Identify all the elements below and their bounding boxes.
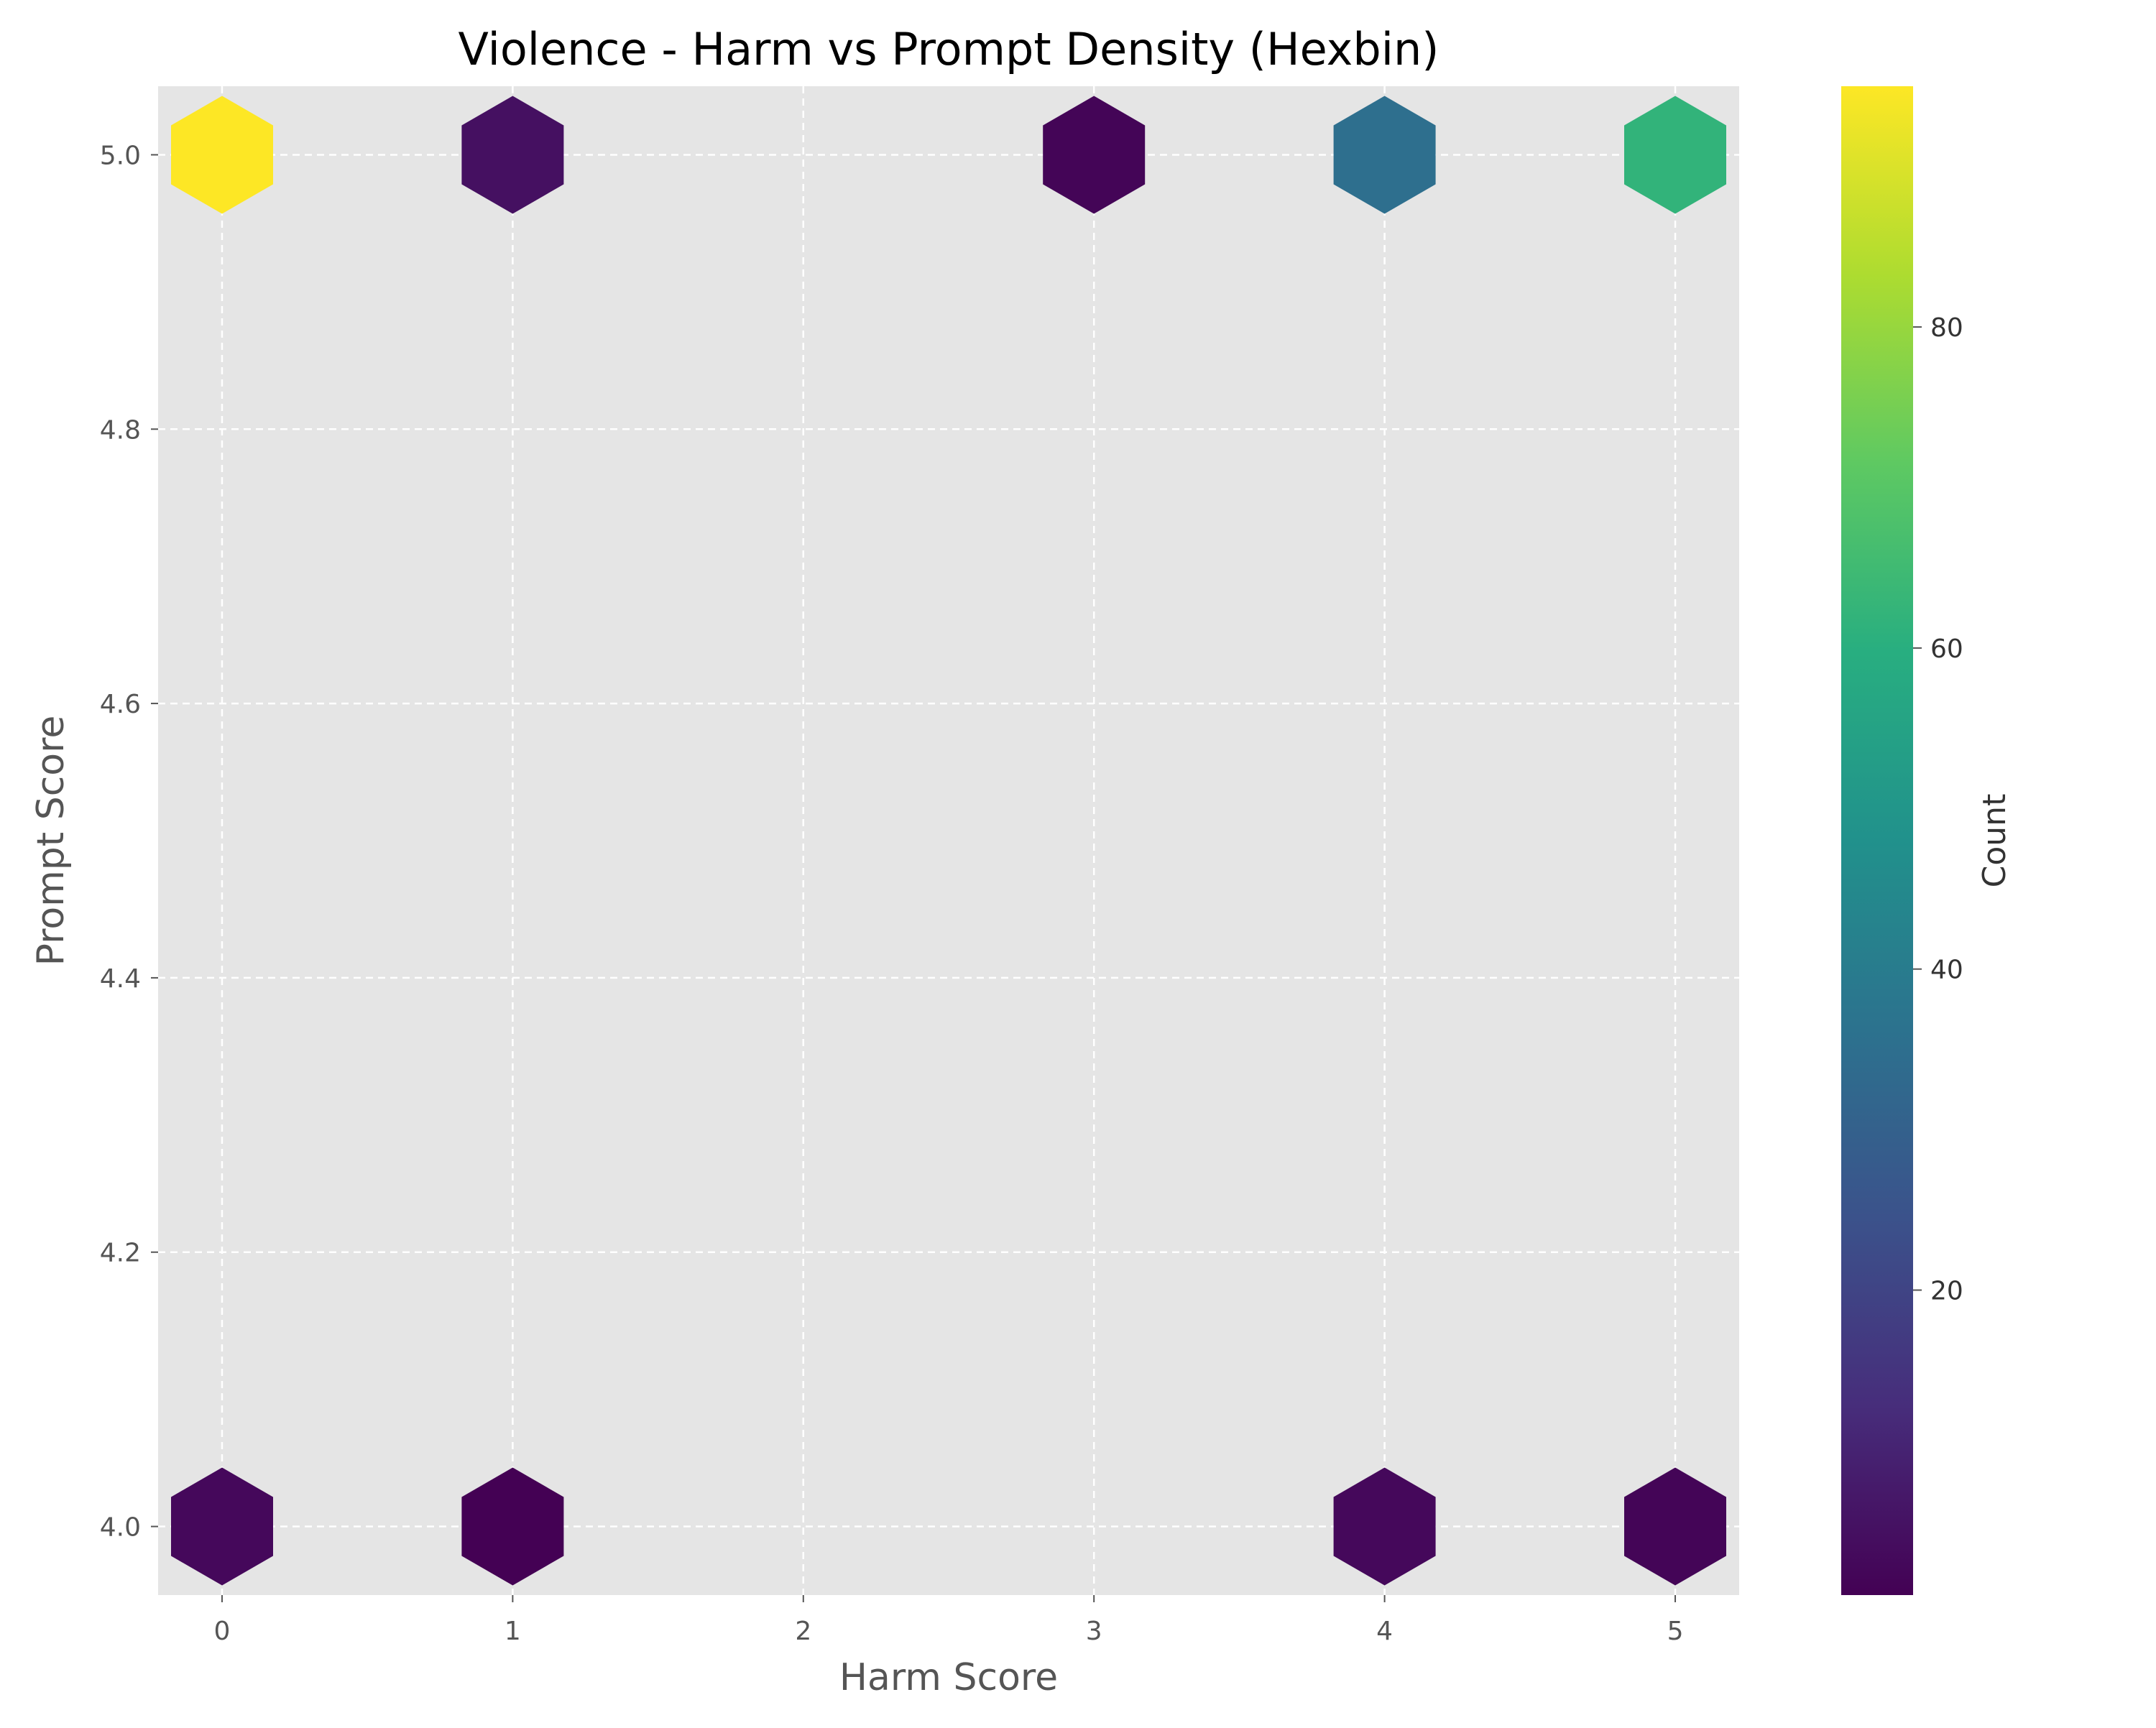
y-tick-label: 4.8 bbox=[100, 415, 141, 445]
x-tick-label: 2 bbox=[795, 1617, 811, 1646]
y-axis-ticks: 4.0 4.2 4.4 4.6 4.8 5.0 bbox=[100, 141, 158, 1543]
hexbin-cell bbox=[1333, 1467, 1436, 1586]
colorbar-tick-label: 20 bbox=[1930, 1277, 1963, 1306]
hexbin-cell bbox=[461, 96, 564, 214]
colorbar-tick-label: 60 bbox=[1930, 634, 1963, 664]
hexbin-cell bbox=[1624, 1467, 1726, 1586]
y-tick-label: 5.0 bbox=[100, 141, 141, 170]
hexbin-cells bbox=[171, 96, 1726, 1586]
hexbin-cell bbox=[1624, 96, 1726, 214]
grid bbox=[158, 86, 1739, 1595]
plot-area bbox=[158, 86, 1739, 1595]
x-tick-label: 5 bbox=[1667, 1617, 1684, 1646]
hexbin-cell bbox=[1043, 96, 1146, 214]
x-tick-label: 3 bbox=[1086, 1617, 1102, 1646]
colorbar-label: Count bbox=[1976, 794, 2013, 888]
y-axis-label: Prompt Score bbox=[29, 716, 73, 966]
x-tick-label: 0 bbox=[214, 1617, 231, 1646]
x-axis-label: Harm Score bbox=[839, 1656, 1058, 1699]
x-axis-ticks: 0 1 2 3 4 5 bbox=[214, 1595, 1684, 1646]
colorbar bbox=[1841, 86, 1913, 1595]
x-tick-label: 4 bbox=[1376, 1617, 1393, 1646]
colorbar-tick-label: 40 bbox=[1930, 956, 1963, 985]
colorbar-tick-label: 80 bbox=[1930, 313, 1963, 343]
y-tick-label: 4.0 bbox=[100, 1513, 141, 1543]
y-tick-label: 4.6 bbox=[100, 690, 141, 719]
x-tick-label: 1 bbox=[505, 1617, 521, 1646]
hexbin-cell bbox=[171, 1467, 273, 1586]
chart-title: Violence - Harm vs Prompt Density (Hexbi… bbox=[459, 23, 1439, 75]
hexbin-cell bbox=[171, 96, 273, 214]
y-tick-label: 4.2 bbox=[100, 1239, 141, 1268]
hexbin-cell bbox=[1333, 96, 1436, 214]
colorbar-ticks: 20 40 60 80 bbox=[1913, 313, 1963, 1306]
y-tick-label: 4.4 bbox=[100, 964, 141, 994]
hexbin-cell bbox=[461, 1467, 564, 1586]
